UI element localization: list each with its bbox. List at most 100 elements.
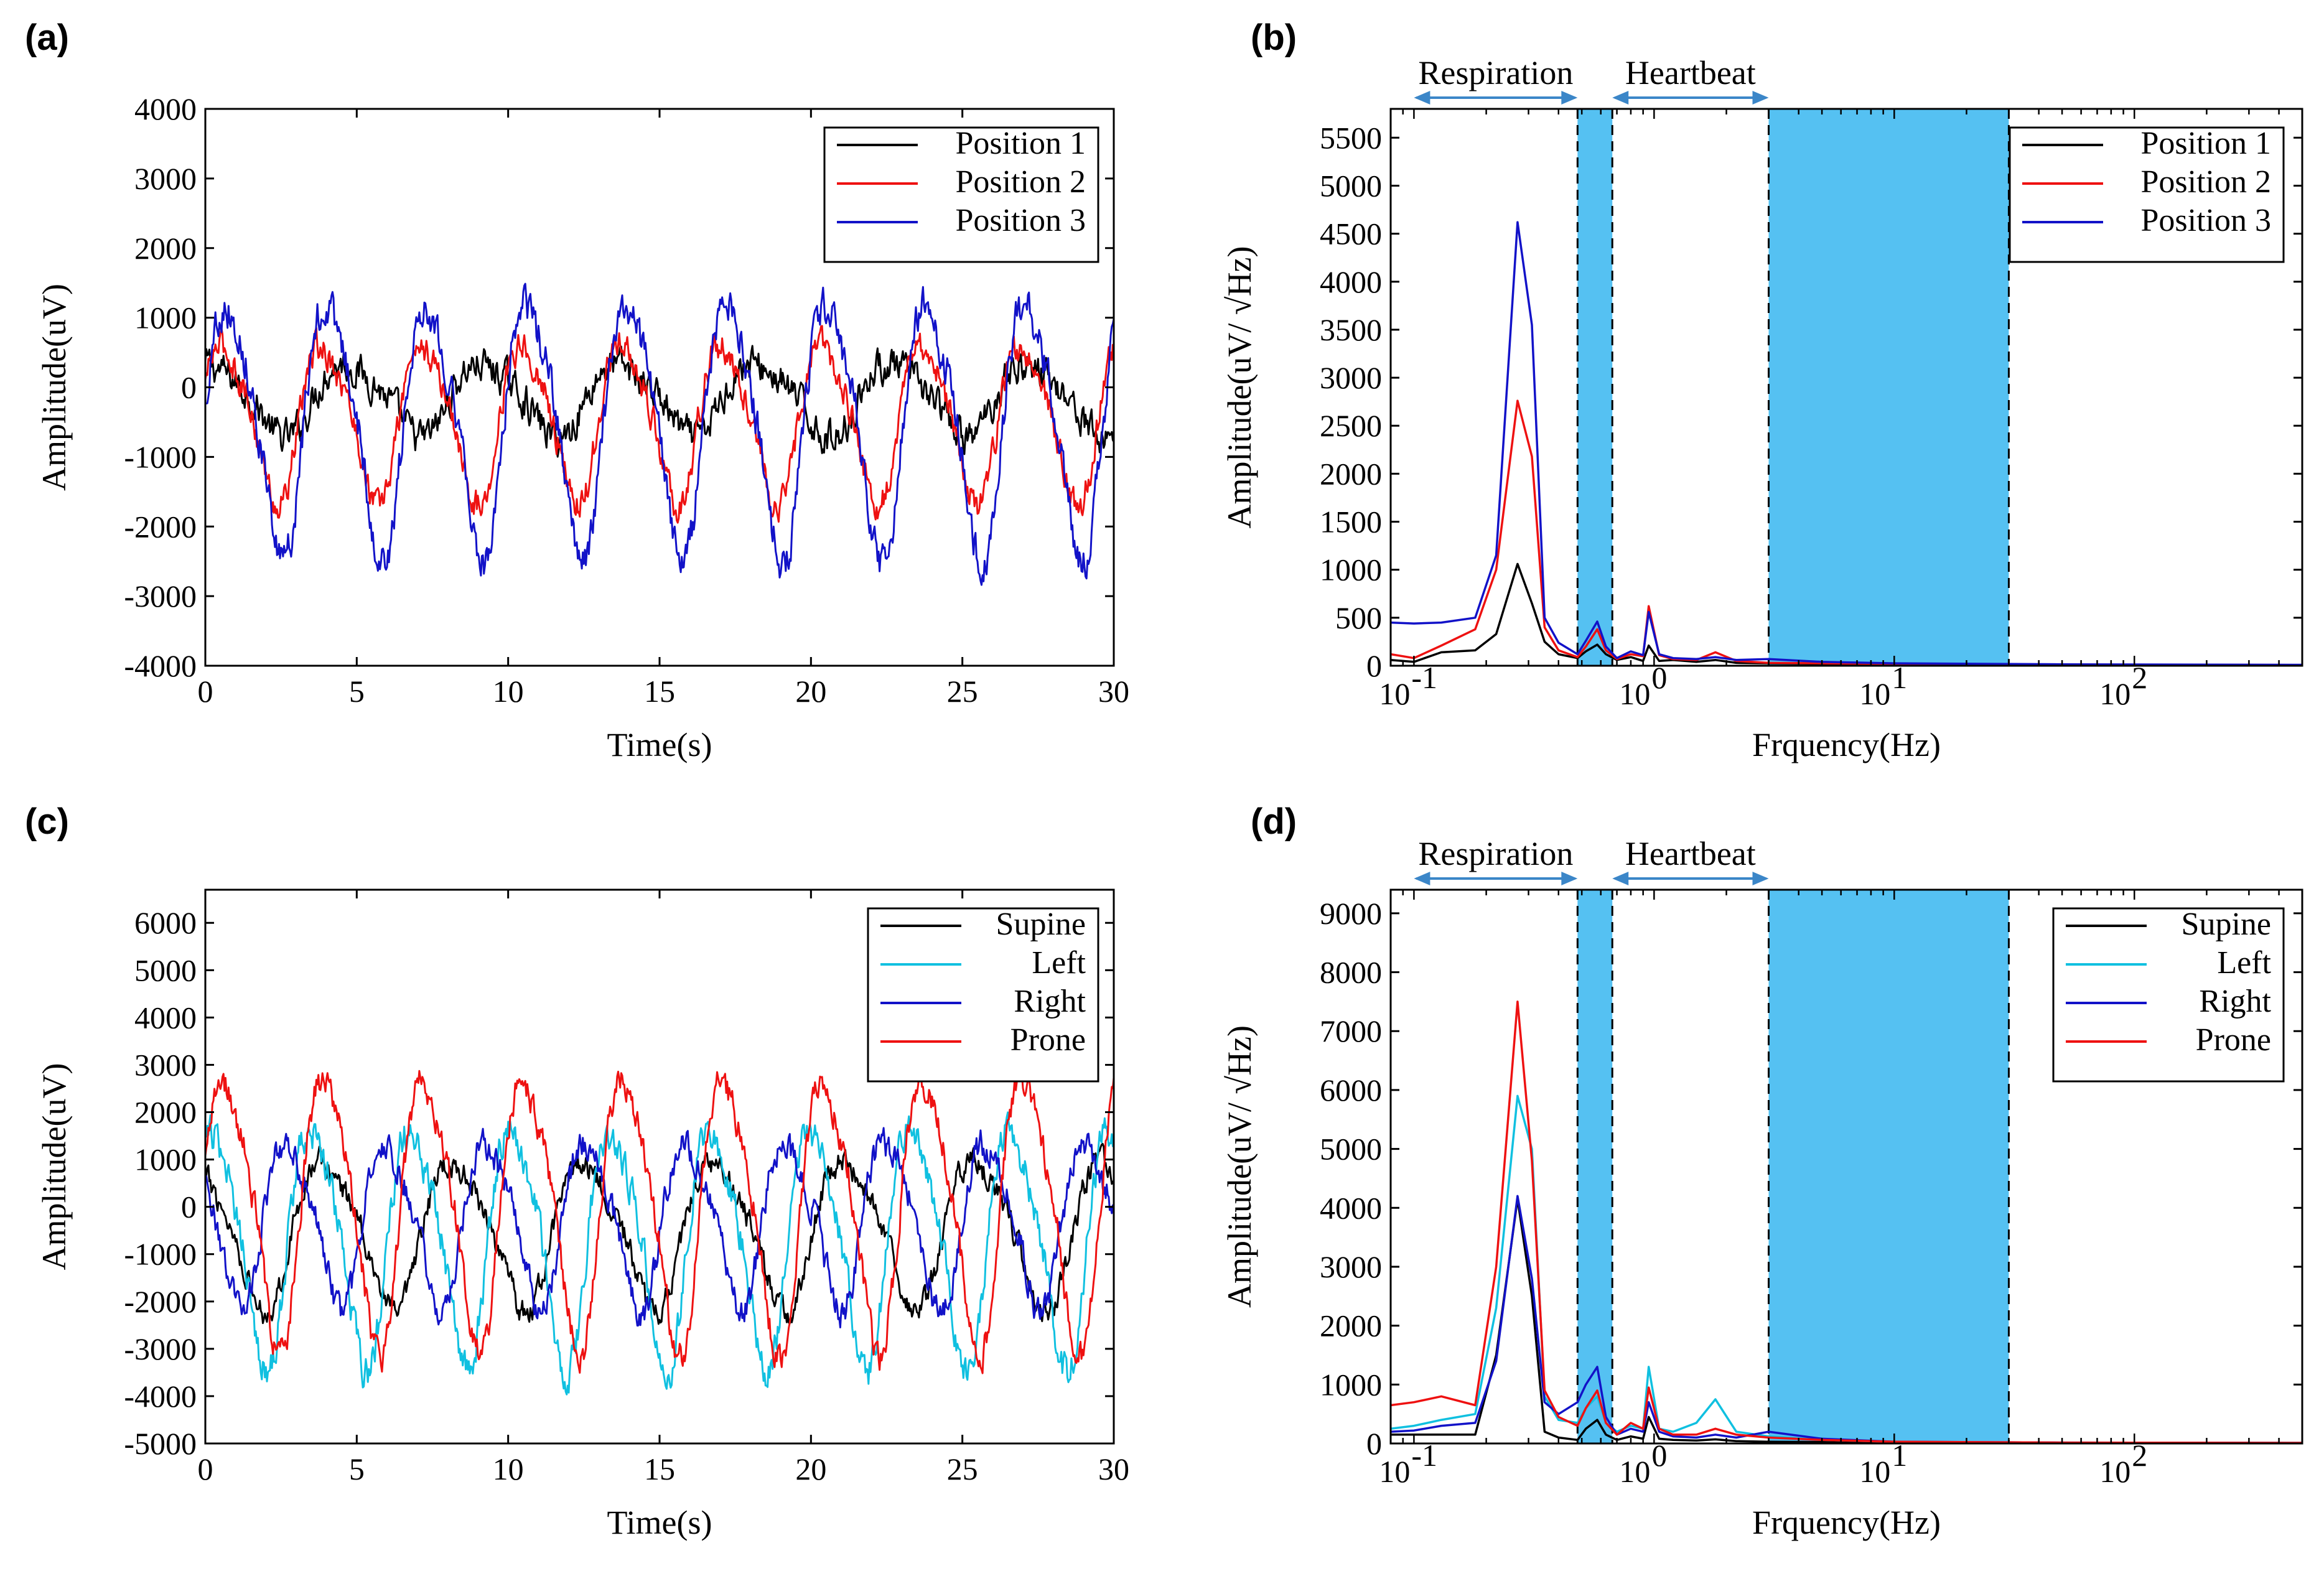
x-axis-title: Time(s) — [607, 726, 712, 763]
x-tick-label: 10 — [493, 1452, 524, 1486]
legend-label: Left — [1032, 945, 1086, 981]
legend-label: Right — [2199, 984, 2271, 1019]
x-tick-label: 10 — [493, 674, 524, 709]
y-tick-label: -4000 — [124, 1379, 197, 1414]
legend-label: Prone — [2196, 1022, 2271, 1058]
arrow-right-icon — [1752, 872, 1769, 885]
x-tick-base: 10 — [1859, 1454, 1890, 1489]
legend-label: Position 1 — [2141, 126, 2272, 161]
x-tick-label: 10 0 — [1619, 660, 1667, 711]
x-tick-label: 10 1 — [1859, 1438, 1907, 1489]
x-tick-exponent: 2 — [2132, 1438, 2147, 1473]
x-tick-base: 10 — [1379, 1454, 1410, 1489]
series-line — [1391, 221, 2302, 666]
series-group — [205, 282, 1114, 586]
x-tick-label: 30 — [1098, 674, 1129, 709]
y-tick-label: 5000 — [1320, 168, 1382, 203]
y-tick-label: 500 — [1335, 600, 1382, 635]
legend-label: Supine — [2182, 907, 2271, 942]
x-tick-label: 10 2 — [2099, 660, 2147, 711]
legend-label: Position 1 — [956, 126, 1086, 161]
y-axis-title: Amplitude(uV) — [35, 284, 73, 491]
y-tick-label: 9000 — [1320, 896, 1382, 931]
legend-label: Position 2 — [2141, 164, 2272, 200]
arrow-left-icon — [1414, 91, 1430, 105]
x-tick-label: 15 — [644, 1452, 675, 1486]
y-tick-label: -4000 — [124, 648, 197, 683]
x-tick-label: 10 -1 — [1379, 1438, 1437, 1489]
annotation-label: Respiration — [1418, 54, 1573, 91]
legend-label: Supine — [996, 907, 1086, 942]
y-tick-label: 7000 — [1320, 1014, 1382, 1048]
series-line — [205, 282, 1114, 586]
y-tick-label: 0 — [181, 1190, 197, 1224]
x-tick-label: 25 — [947, 674, 978, 709]
y-tick-label: 1000 — [1320, 553, 1382, 587]
arrow-left-icon — [1612, 91, 1629, 105]
shaded-band — [1577, 109, 1613, 666]
x-tick-label: 5 — [349, 674, 365, 709]
y-tick-label: 1000 — [134, 301, 197, 335]
legend-label: Position 3 — [2141, 203, 2272, 238]
arrow-left-icon — [1414, 872, 1430, 885]
shaded-band — [1768, 890, 2009, 1443]
y-tick-label: -1000 — [124, 439, 197, 474]
x-tick-exponent: 0 — [1651, 660, 1667, 695]
x-tick-label: 5 — [349, 1452, 365, 1486]
chart-panel-b: (b)Respiration Heartbeat05001000150020002… — [1221, 17, 2303, 763]
legend-box — [2009, 126, 2285, 263]
arrow-right-icon — [1752, 91, 1769, 105]
x-tick-exponent: -1 — [1411, 660, 1437, 695]
y-tick-label: -5000 — [124, 1426, 197, 1461]
series-line — [205, 1067, 1114, 1374]
legend-box — [2052, 907, 2285, 1083]
legend-box — [867, 907, 1099, 1083]
y-tick-label: 3500 — [1320, 312, 1382, 347]
chart-panel-a: (a) -4000 -3000 -2000 -1000 0 1000 2000 3000 4000… — [25, 17, 1129, 763]
y-tick-label: 5500 — [1320, 120, 1382, 155]
x-tick-label: 10 -1 — [1379, 660, 1437, 711]
series-line — [205, 1143, 1114, 1325]
band-annotation-heartbeat: Heartbeat — [1612, 54, 1769, 105]
series-line — [1391, 1094, 2302, 1443]
arrow-right-icon — [1561, 91, 1578, 105]
chart-panel-c: (c)-5000-4000-3000-2000-1000010002000300… — [25, 801, 1129, 1541]
legend-label: Position 2 — [956, 164, 1086, 200]
x-tick-exponent: 1 — [1892, 660, 1907, 695]
panel-letter: (c) — [25, 801, 69, 842]
y-tick-label: 4000 — [134, 1000, 197, 1035]
x-tick-exponent: 0 — [1651, 1438, 1667, 1473]
y-axis-title: Amplitude(uV/ √Hz) — [1221, 1025, 1258, 1308]
arrow-right-icon — [1561, 872, 1578, 885]
x-tick-base: 10 — [1379, 676, 1410, 711]
y-tick-label: -3000 — [124, 579, 197, 613]
y-tick-label: 4000 — [1320, 1190, 1382, 1225]
series-group — [1391, 221, 2302, 666]
annotation-label: Heartbeat — [1625, 835, 1756, 872]
y-tick-label: 4500 — [1320, 217, 1382, 251]
y-tick-label: 3000 — [134, 1047, 197, 1082]
y-tick-label: 2500 — [1320, 408, 1382, 443]
series-line — [205, 345, 1114, 458]
y-tick-label: -2000 — [124, 509, 197, 544]
y-tick-label: 3000 — [1320, 360, 1382, 395]
y-tick-label: 4000 — [134, 91, 197, 126]
arrow-left-icon — [1612, 872, 1629, 885]
y-tick-label: 3000 — [1320, 1249, 1382, 1284]
x-tick-exponent: -1 — [1411, 1438, 1437, 1473]
series-line — [1391, 1000, 2302, 1443]
series-group — [205, 1067, 1114, 1396]
y-tick-label: 3000 — [134, 161, 197, 196]
y-tick-label: 1000 — [134, 1142, 197, 1177]
legend-label: Left — [2217, 945, 2271, 981]
x-tick-exponent: 2 — [2132, 660, 2147, 695]
chart-panel-d: (d)Respiration Heartbeat01000200030004000… — [1221, 801, 2303, 1541]
y-tick-label: 4000 — [1320, 264, 1382, 299]
legend-box — [823, 126, 1099, 263]
y-tick-label: 2000 — [134, 1095, 197, 1130]
panel-letter: (d) — [1251, 801, 1297, 842]
plot-frame — [1389, 108, 2303, 667]
x-tick-label: 10 2 — [2099, 1438, 2147, 1489]
